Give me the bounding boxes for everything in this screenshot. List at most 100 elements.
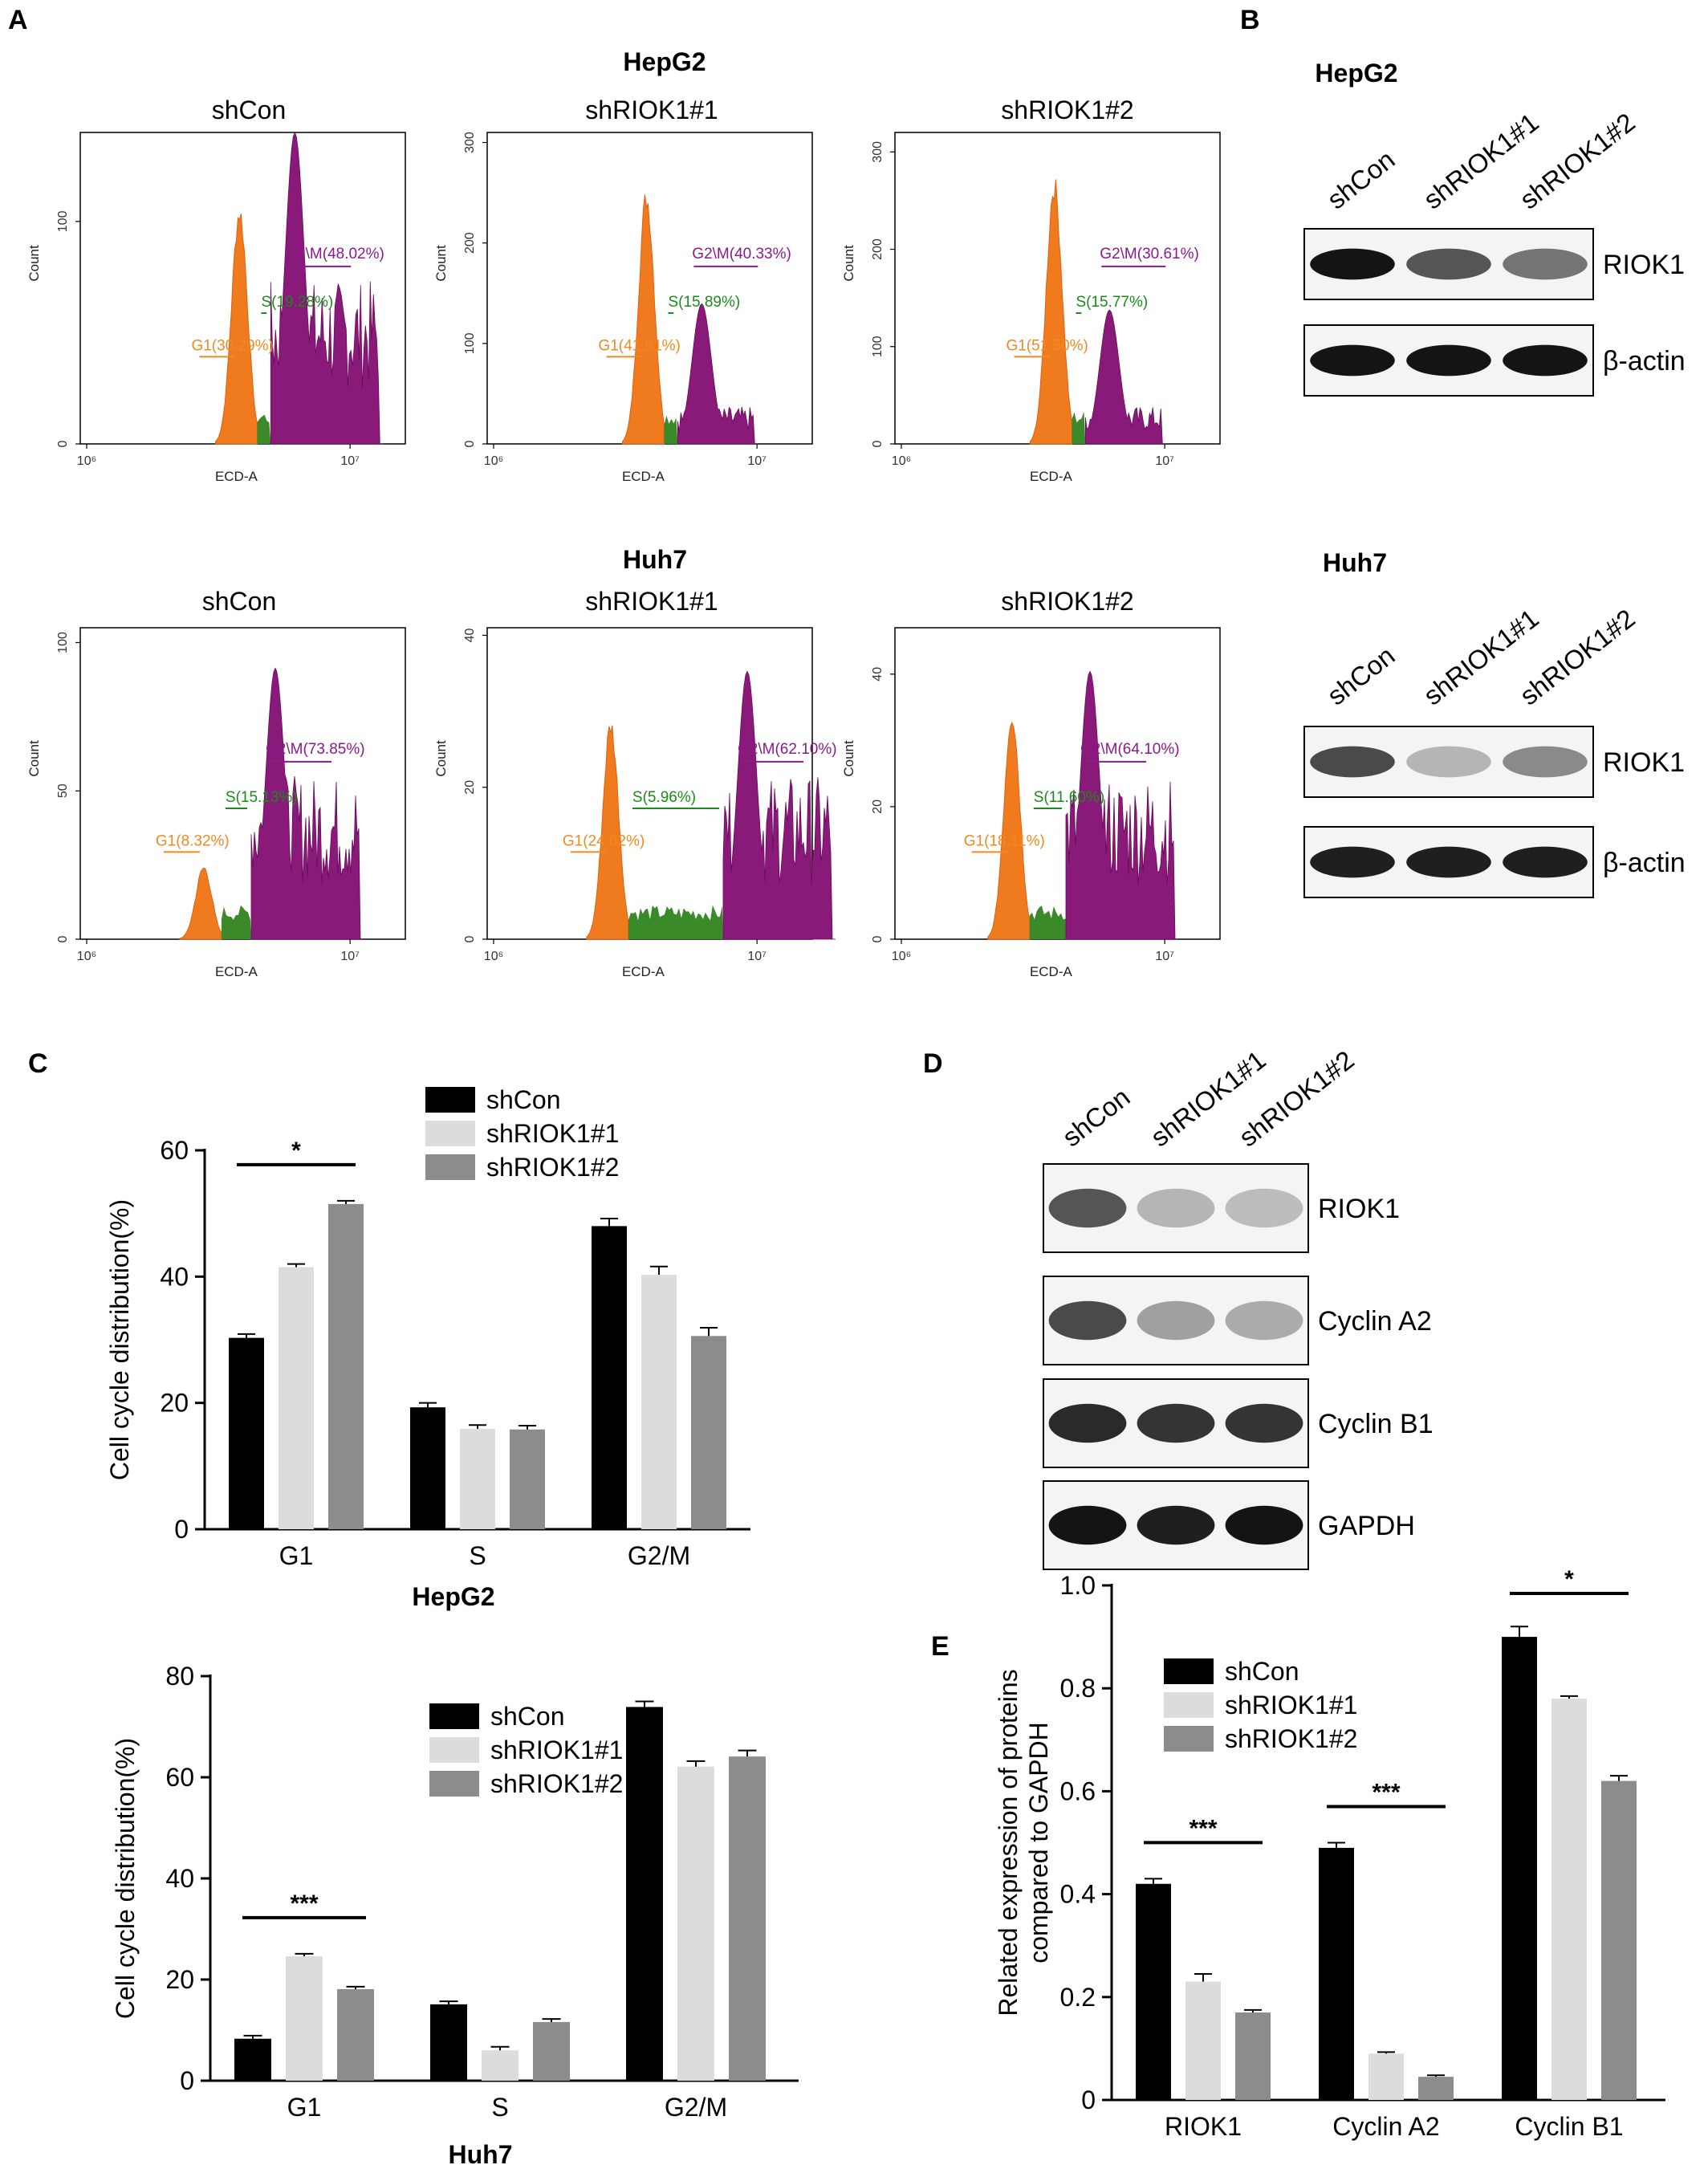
- y-tick-label: 0: [180, 2066, 194, 2095]
- g2m-gate-label: G2\M(64.10%): [1080, 741, 1180, 758]
- y-tick-label: 200: [871, 238, 885, 260]
- bar-shCon: [1502, 1637, 1537, 2100]
- y-tick-label: 300: [463, 132, 477, 153]
- y-tick-label: 20: [165, 1965, 194, 1994]
- y-tick-label: 50: [56, 783, 70, 798]
- blot-band: [1406, 248, 1491, 280]
- panel-label-b: B: [1240, 5, 1260, 35]
- s-phase-fill: [221, 905, 251, 939]
- legend-swatch: [1164, 1726, 1214, 1752]
- legend-label: shCon: [486, 1085, 561, 1114]
- blot-band: [1406, 846, 1491, 878]
- bar-shCon: [626, 1707, 663, 2081]
- chart-title: Huh7: [449, 2140, 513, 2169]
- blot-band: [1310, 248, 1395, 280]
- blot-band: [1503, 846, 1588, 878]
- blot-band: [1503, 746, 1588, 778]
- bar-shRIOK1#2: [1601, 1780, 1637, 2100]
- g1-peak: [214, 214, 258, 445]
- y-axis-label: Cell cycle distribution(%): [105, 1199, 134, 1480]
- y-tick-label: 0: [56, 935, 70, 942]
- bar-shRIOK1#2: [1418, 2077, 1454, 2100]
- significance-marker: ***: [1372, 1780, 1400, 1806]
- legend-swatch: [425, 1087, 475, 1113]
- g2m-peak: [1084, 309, 1166, 445]
- x-tick-label: 10⁷: [747, 950, 767, 963]
- s-gate-label: S(15.77%): [1076, 294, 1148, 311]
- s-phase-fill: [628, 905, 723, 939]
- y-axis-label: Count: [26, 245, 42, 282]
- g2m-gate-label: G2\M(48.02%): [285, 246, 384, 262]
- g2m-gate-label: G2\M(62.10%): [738, 741, 837, 758]
- blot-row-label: Cyclin B1: [1318, 1409, 1434, 1439]
- bar-shRIOK1#2: [510, 1429, 545, 1529]
- y-tick-label: 100: [56, 210, 70, 232]
- bar-shRIOK1#1: [1551, 1699, 1587, 2100]
- x-tick-label: 10⁷: [340, 454, 360, 468]
- blot-row-label: Cyclin A2: [1318, 1306, 1432, 1337]
- y-tick-label: 60: [160, 1136, 189, 1165]
- bar-shRIOK1#1: [641, 1274, 677, 1529]
- x-tick-label: G1: [279, 1541, 314, 1570]
- blot-row-label: GAPDH: [1318, 1511, 1415, 1541]
- legend-label: shRIOK1#2: [1225, 1724, 1357, 1753]
- histogram-title: shRIOK1#2: [1001, 587, 1133, 616]
- bar-shRIOK1#2: [691, 1336, 726, 1529]
- x-tick-label: G2/M: [628, 1541, 690, 1570]
- y-tick-label: 200: [463, 232, 477, 254]
- g2m-peak: [722, 670, 836, 940]
- bar-shRIOK1#2: [337, 1988, 374, 2081]
- blot-band: [1406, 344, 1491, 376]
- x-axis-label: ECD-A: [215, 469, 258, 484]
- y-tick-label: 0.8: [1060, 1674, 1096, 1703]
- g1-gate-label: G1(41.51%): [598, 337, 680, 354]
- g1-peak: [621, 194, 665, 445]
- hepg2-title-a: HepG2: [623, 47, 706, 76]
- bar-shRIOK1#2: [729, 1756, 766, 2081]
- g1-gate-label: G1(24.62%): [563, 832, 645, 849]
- g1-gate-label: G1(8.32%): [156, 832, 230, 849]
- bar-charts: 0 20 40 60 Cell cycle distribution(%) G1 S G2/M…: [105, 1085, 1665, 2169]
- x-tick-label: S: [469, 1541, 486, 1570]
- y-axis-label: Cell cycle distribution(%): [111, 1738, 140, 2019]
- legend-label: shRIOK1#1: [490, 1736, 623, 1764]
- y-tick-label: 0: [1081, 2086, 1096, 2114]
- blot-band: [1503, 248, 1588, 280]
- blot-row-label: β-actin: [1603, 346, 1686, 376]
- x-tick-label: Cyclin B1: [1515, 2112, 1623, 2141]
- y-tick-label: 0: [463, 935, 477, 942]
- y-tick-label: 300: [871, 141, 885, 163]
- bar-shCon: [1319, 1847, 1354, 2100]
- s-phase-fill: [1072, 411, 1086, 444]
- blot-band: [1048, 1403, 1127, 1443]
- g2m-peak: [250, 667, 364, 940]
- western-blots: shCon shRIOK1#1shRIOK1#2RIOK1β-actinshCon…: [1043, 107, 1686, 1570]
- g2m-peak: [677, 303, 758, 445]
- bar-shCon: [410, 1407, 445, 1529]
- g1-peak: [987, 721, 1031, 940]
- significance-marker: ***: [290, 1890, 318, 1917]
- x-tick-label: 10⁷: [1155, 454, 1174, 468]
- g2m-gate-label: G2\M(30.61%): [1100, 246, 1199, 262]
- significance-marker: *: [1564, 1566, 1574, 1593]
- histogram-title: shCon: [212, 96, 287, 124]
- histogram-4: shRIOK1#1 0 20 40 Count 10⁶ 10⁷ ECD-A G1(24.62%)…: [433, 587, 837, 979]
- bar-chart-1: 0 20 40 60 80 Cell cycle distribution(%) G1 S G2…: [111, 1662, 799, 2169]
- x-tick-label: 10⁶: [77, 950, 96, 963]
- x-tick-label: 10⁶: [77, 454, 96, 468]
- g1-gate-label: G1(30.29%): [191, 337, 273, 354]
- legend-swatch: [425, 1121, 475, 1146]
- s-gate-label: S(5.96%): [632, 789, 696, 806]
- g1-peak: [179, 867, 222, 940]
- g2m-peak: [1065, 670, 1178, 940]
- panel-label-c: C: [28, 1048, 48, 1079]
- bar-shCon: [430, 2004, 467, 2081]
- y-tick-label: 40: [160, 1262, 189, 1291]
- y-axis-label: Count: [841, 245, 856, 282]
- flow-histograms: shCon 0 100 Count 10⁶ 10⁷ ECD-A G1(30.29%) S(19.…: [26, 96, 1221, 979]
- x-tick-label: 10⁶: [484, 454, 503, 468]
- x-tick-label: Cyclin A2: [1332, 2112, 1439, 2141]
- legend-label: shRIOK1#1: [1225, 1691, 1357, 1719]
- panel-label-a: A: [8, 5, 28, 35]
- g1-gate-label: G1(51.50%): [1006, 337, 1088, 354]
